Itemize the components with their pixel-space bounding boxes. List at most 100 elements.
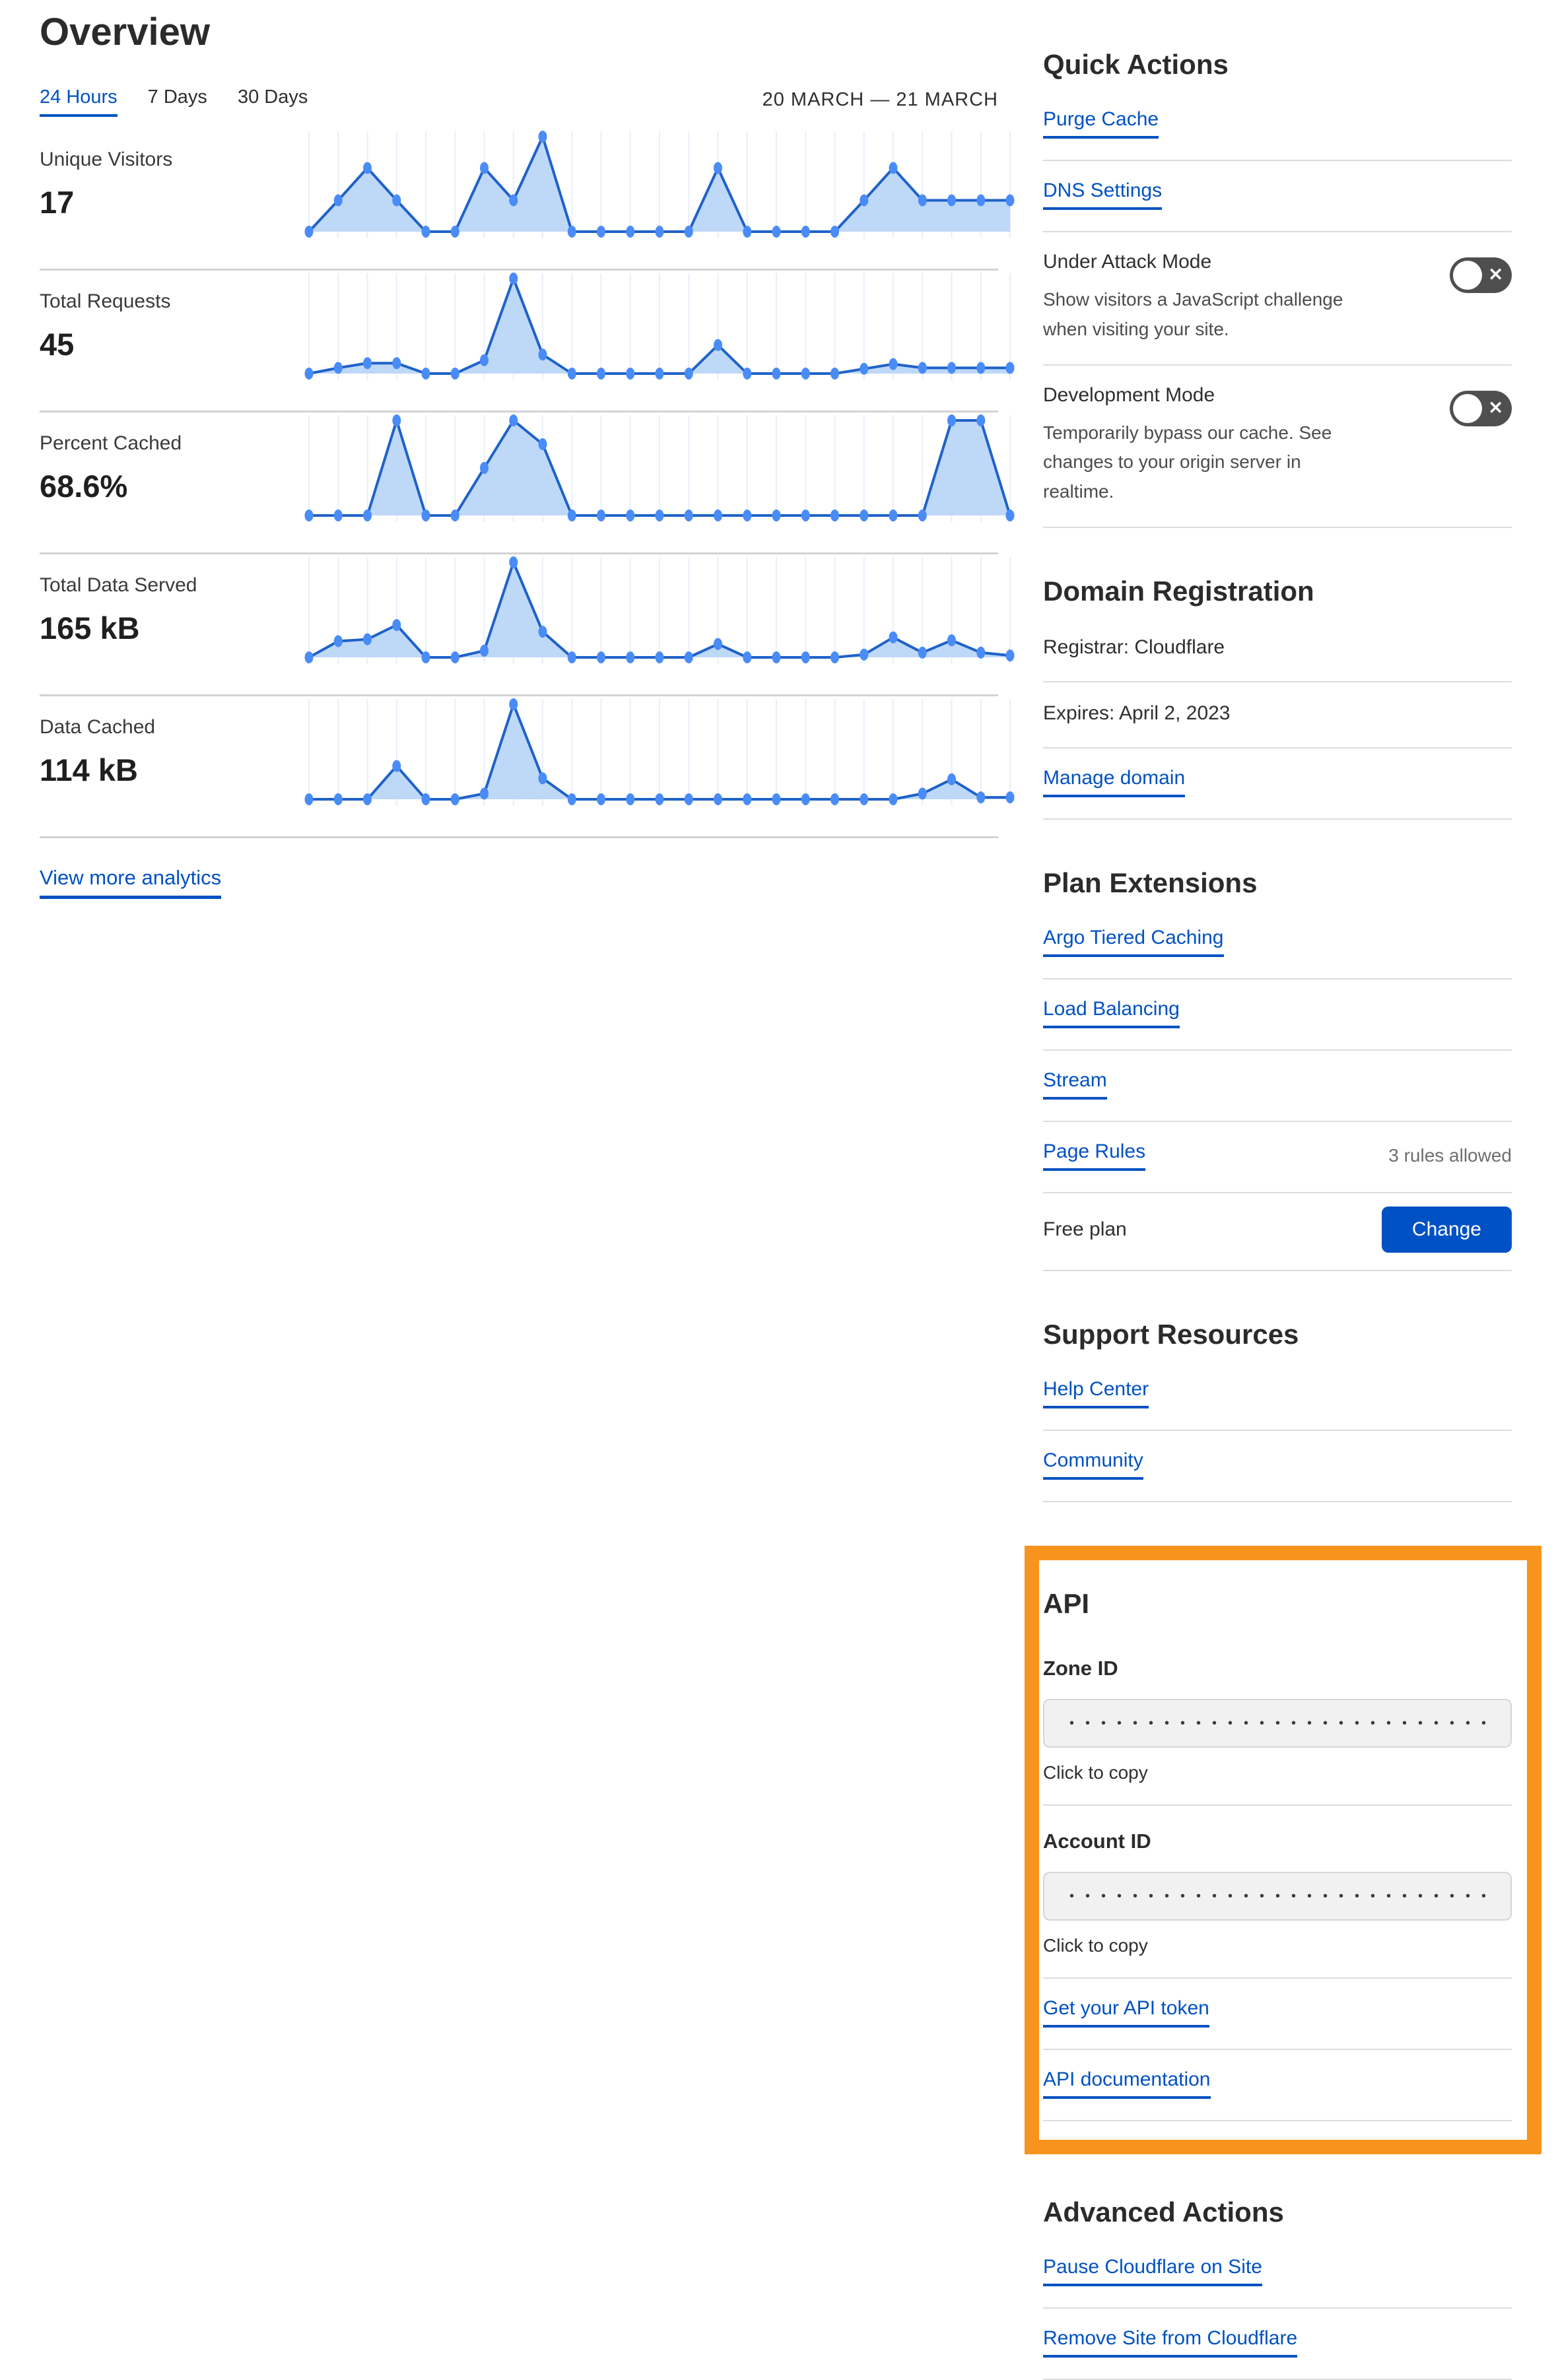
plan-extension-row: Load Balancing: [1043, 979, 1512, 1051]
change-plan-button[interactable]: Change: [1381, 1206, 1512, 1253]
remove-site-link[interactable]: Remove Site from Cloudflare: [1043, 2327, 1298, 2358]
plan-extension-row: Stream: [1043, 1051, 1512, 1122]
development-mode-description: Temporarily bypass our cache. See change…: [1043, 422, 1332, 502]
page-rules-allowance: 3 rules allowed: [1388, 1144, 1512, 1166]
toggle-text: Development Mode Temporarily bypass our …: [1043, 384, 1353, 507]
chart-row-total-requests: Total Requests 45: [40, 271, 1015, 413]
under-attack-mode-description: Show visitors a JavaScript challenge whe…: [1043, 289, 1343, 339]
chart-value-total-requests: 45: [40, 326, 75, 362]
under-attack-mode-label: Under Attack Mode: [1043, 251, 1212, 273]
sparkline-unique-visitors: [304, 129, 1015, 269]
page-rules-row: Page Rules 3 rules allowed: [1043, 1122, 1512, 1193]
chart-value-percent-cached: 68.6%: [40, 468, 128, 504]
tab-30-days[interactable]: 30 Days: [237, 86, 308, 108]
divider: [1043, 2119, 1512, 2121]
chart-meta: Total Requests 45: [40, 290, 170, 362]
account-id-masked-value: •••••••••••••••••••••••••••: [1069, 1888, 1498, 1903]
stream-link[interactable]: Stream: [1043, 1069, 1107, 1100]
chart-meta: Percent Cached 68.6%: [40, 432, 182, 504]
support-row: Help Center: [1043, 1360, 1512, 1431]
toggle-off-x-icon: ✕: [1488, 397, 1503, 418]
plan-name-label: Free plan: [1043, 1218, 1127, 1240]
time-range-tabs: 24 Hours 7 Days 30 Days 20 MARCH — 21 MA…: [40, 86, 998, 117]
development-mode-row: Development Mode Temporarily bypass our …: [1043, 366, 1512, 528]
toggle-text: Under Attack Mode Show visitors a JavaSc…: [1043, 251, 1353, 345]
quick-action-row: Purge Cache: [1043, 90, 1512, 161]
zone-id-label: Zone ID: [1043, 1656, 1118, 1680]
expires-row: Expires: April 2, 2023: [1043, 682, 1512, 748]
api-section-highlight: API Zone ID ••••••••••••••••••••••••••• …: [1025, 1545, 1541, 2154]
toggle-knob: [1453, 261, 1482, 290]
divider: [1043, 1977, 1512, 1979]
get-api-token-link[interactable]: Get your API token: [1043, 1997, 1209, 2028]
under-attack-mode-toggle[interactable]: ✕: [1450, 257, 1512, 293]
chart-row-total-data-served: Total Data Served 165 kB: [40, 554, 1015, 696]
zone-id-field[interactable]: •••••••••••••••••••••••••••: [1043, 1698, 1512, 1748]
account-id-copy-hint: Click to copy: [1043, 1934, 1148, 1956]
chart-value-total-data-served: 165 kB: [40, 610, 140, 645]
registrar-row: Registrar: Cloudflare: [1043, 616, 1512, 682]
divider: [1043, 1804, 1512, 1806]
tab-24-hours[interactable]: 24 Hours: [40, 86, 118, 117]
cloudflare-overview-page: Overview 24 Hours 7 Days 30 Days 20 MARC…: [40, 0, 1541, 2380]
page-title: Overview: [40, 11, 210, 53]
toggle-knob: [1453, 393, 1482, 423]
zone-id-copy-hint: Click to copy: [1043, 1762, 1148, 1783]
development-mode-toggle[interactable]: ✕: [1450, 390, 1512, 426]
sidebar-column: Quick Actions Purge Cache DNS Settings U…: [1025, 0, 1541, 2380]
toggle-off-x-icon: ✕: [1488, 264, 1503, 284]
pause-cloudflare-link[interactable]: Pause Cloudflare on Site: [1043, 2256, 1262, 2286]
view-more-analytics-link[interactable]: View more analytics: [40, 866, 222, 899]
quick-action-row: DNS Settings: [1043, 161, 1512, 232]
advanced-action-row: Remove Site from Cloudflare: [1043, 2309, 1512, 2380]
help-center-link[interactable]: Help Center: [1043, 1378, 1149, 1408]
api-token-row: Get your API token: [1043, 1979, 1512, 2050]
chart-meta: Unique Visitors 17: [40, 149, 172, 220]
chart-label-data-cached: Data Cached: [40, 715, 156, 738]
quick-actions-heading: Quick Actions: [1043, 49, 1229, 80]
sparkline-total-data-served: [304, 554, 1015, 694]
api-documentation-link[interactable]: API documentation: [1043, 2068, 1211, 2099]
account-id-label: Account ID: [1043, 1829, 1151, 1853]
manage-domain-row: Manage domain: [1043, 748, 1512, 820]
sparkline-charts: Unique Visitors 17 Total Requests 45 Per…: [40, 129, 1015, 838]
chart-meta: Total Data Served 165 kB: [40, 574, 197, 646]
chart-row-percent-cached: Percent Cached 68.6%: [40, 413, 1015, 554]
tabs-group: 24 Hours 7 Days 30 Days: [40, 86, 762, 117]
chart-label-unique-visitors: Unique Visitors: [40, 148, 173, 170]
zone-id-masked-value: •••••••••••••••••••••••••••: [1069, 1715, 1498, 1731]
domain-registration-heading: Domain Registration: [1043, 575, 1314, 607]
api-docs-row: API documentation: [1043, 2050, 1512, 2120]
chart-label-percent-cached: Percent Cached: [40, 432, 182, 454]
load-balancing-link[interactable]: Load Balancing: [1043, 998, 1180, 1028]
community-link[interactable]: Community: [1043, 1449, 1143, 1480]
chart-label-total-data-served: Total Data Served: [40, 574, 197, 596]
account-id-field[interactable]: •••••••••••••••••••••••••••: [1043, 1871, 1512, 1921]
tab-7-days[interactable]: 7 Days: [147, 86, 207, 108]
development-mode-label: Development Mode: [1043, 383, 1215, 406]
chart-value-unique-visitors: 17: [40, 184, 75, 220]
chart-value-data-cached: 114 kB: [40, 752, 138, 787]
chart-label-total-requests: Total Requests: [40, 290, 171, 312]
current-plan-row: Free plan Change: [1043, 1193, 1512, 1271]
advanced-action-row: Pause Cloudflare on Site: [1043, 2237, 1512, 2309]
plan-extension-row: Argo Tiered Caching: [1043, 908, 1512, 979]
purge-cache-link[interactable]: Purge Cache: [1043, 108, 1159, 139]
date-range-label: 20 MARCH — 21 MARCH: [762, 88, 998, 110]
support-row: Community: [1043, 1431, 1512, 1502]
manage-domain-link[interactable]: Manage domain: [1043, 767, 1186, 797]
advanced-actions-heading: Advanced Actions: [1043, 2196, 1284, 2228]
dns-settings-link[interactable]: DNS Settings: [1043, 180, 1163, 210]
sparkline-percent-cached: [304, 413, 1015, 552]
analytics-column: Overview 24 Hours 7 Days 30 Days 20 MARC…: [40, 0, 1015, 899]
support-resources-heading: Support Resources: [1043, 1318, 1299, 1350]
plan-extensions-heading: Plan Extensions: [1043, 867, 1258, 898]
chart-row-unique-visitors: Unique Visitors 17: [40, 129, 1015, 271]
api-heading: API: [1043, 1587, 1090, 1619]
chart-meta: Data Cached 114 kB: [40, 716, 155, 788]
argo-tiered-caching-link[interactable]: Argo Tiered Caching: [1043, 927, 1224, 957]
page-rules-link[interactable]: Page Rules: [1043, 1140, 1146, 1171]
chart-row-data-cached: Data Cached 114 kB: [40, 696, 1015, 838]
sparkline-data-cached: [304, 696, 1015, 836]
sparkline-total-requests: [304, 271, 1015, 411]
